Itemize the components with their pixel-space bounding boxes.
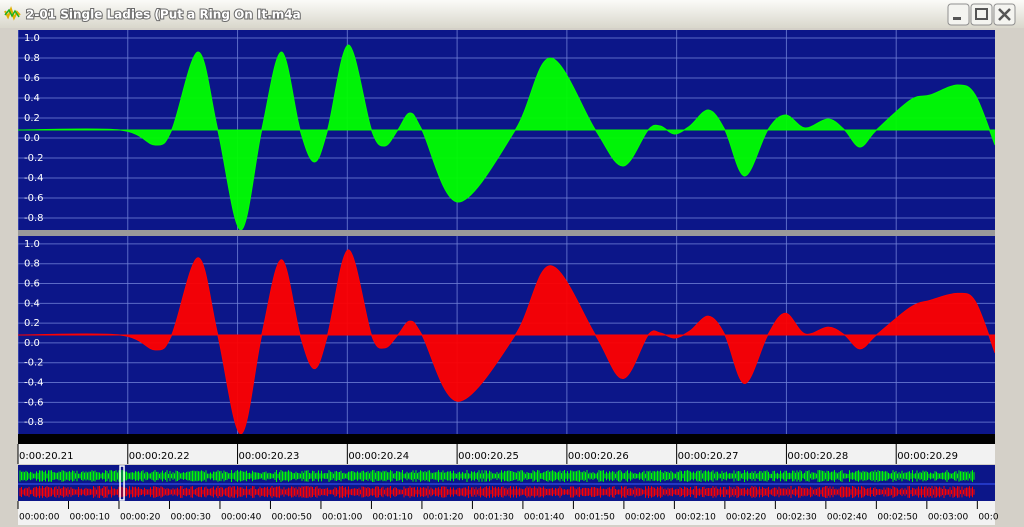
y-tick-label: 0.8 <box>24 53 40 64</box>
x-tick-label: 00:00:20.27 <box>678 451 739 462</box>
overview-tick-label: 00:01:30 <box>473 513 514 523</box>
overview-tick-label: 00:01:50 <box>574 513 615 523</box>
overview-tick-label: 00:02:40 <box>827 513 868 523</box>
y-tick-label: -0.8 <box>24 213 44 224</box>
y-tick-label: -0.2 <box>24 358 44 369</box>
overview-tick-label: 00:00:00 <box>19 513 60 523</box>
y-tick-label: 0.6 <box>24 279 40 290</box>
y-tick-label: -0.8 <box>24 417 44 428</box>
overview-tick-label: 00:02:00 <box>625 513 666 523</box>
ruler-border <box>18 434 995 444</box>
y-tick-label: 0.6 <box>24 73 40 84</box>
labels: 1.0 0.8 0.6 0.4 0.2 0.0 -0.2 -0.4 -0.6 -0.8 1.0 0.8… <box>17 33 999 523</box>
overview-tick-label: 00:00:40 <box>221 513 262 523</box>
overview-tick-label: 00:0 <box>978 513 998 523</box>
overview-tick-label: 00:01:10 <box>372 513 413 523</box>
x-tick-label: 00:00:20.29 <box>897 451 958 462</box>
y-tick-label: 0.4 <box>24 298 40 309</box>
overview-tick-label: 00:00:10 <box>69 513 110 523</box>
x-tick-label: 00:00:20.23 <box>239 451 300 462</box>
y-tick-label: 1.0 <box>24 239 40 250</box>
title-bar <box>0 0 1024 28</box>
y-tick-label: -0.6 <box>24 193 44 204</box>
ruler-minor-ticks <box>18 444 995 449</box>
app-icon <box>4 6 21 21</box>
window-title: 2-01 Single Ladies (Put a Ring On It.m4a <box>26 8 301 22</box>
y-tick-label: 0.4 <box>24 93 40 104</box>
left-channel <box>18 30 995 230</box>
y-tick-label: -0.4 <box>24 173 44 184</box>
y-tick-label: 0.0 <box>24 338 40 349</box>
overview-tick-label: 00:02:30 <box>776 513 817 523</box>
x-tick-label: 00:00:20.28 <box>787 451 848 462</box>
overview-tick-label: 00:02:50 <box>877 513 918 523</box>
waveform-area <box>18 44 995 230</box>
y-tick-label: -0.4 <box>24 378 44 389</box>
y-tick-label: 0.0 <box>24 133 40 144</box>
y-tick-label: -0.6 <box>24 397 44 408</box>
overview-tick-label: 00:01:40 <box>524 513 565 523</box>
y-tick-label: -0.2 <box>24 153 44 164</box>
overview-ruler <box>18 501 995 525</box>
overview-tick-label: 00:02:10 <box>675 513 716 523</box>
right-channel <box>18 236 995 434</box>
minimize-button[interactable] <box>947 3 970 26</box>
x-tick-label: 0:00:20.21 <box>19 451 73 462</box>
y-tick-label: 0.2 <box>24 113 40 124</box>
overview-waveform <box>19 470 975 482</box>
y-tick-label: 0.8 <box>24 259 40 270</box>
overview-tick-label: 00:03:00 <box>928 513 969 523</box>
maximize-button[interactable] <box>970 3 993 26</box>
y-tick-label: 0.2 <box>24 318 40 329</box>
overview-tick-label: 00:00:20 <box>120 513 161 523</box>
close-button[interactable] <box>993 3 1016 26</box>
waveform-area <box>18 249 995 434</box>
x-tick-label: 00:00:20.22 <box>129 451 190 462</box>
overview-tick-label: 00:00:50 <box>271 513 312 523</box>
overview-position <box>119 465 125 501</box>
y-tick-label: 1.0 <box>24 33 40 44</box>
x-tick-label: 00:00:20.25 <box>458 451 519 462</box>
x-tick-label: 00:00:20.26 <box>568 451 629 462</box>
overview-tick-label: 00:01:20 <box>423 513 464 523</box>
overview-tick-label: 00:02:20 <box>726 513 767 523</box>
overview-tick-label: 00:01:00 <box>322 513 363 523</box>
channel-divider <box>18 230 995 236</box>
overview-waveform <box>19 486 975 498</box>
x-tick-label: 00:00:20.24 <box>348 451 409 462</box>
overview-tick-label: 00:00:30 <box>170 513 211 523</box>
